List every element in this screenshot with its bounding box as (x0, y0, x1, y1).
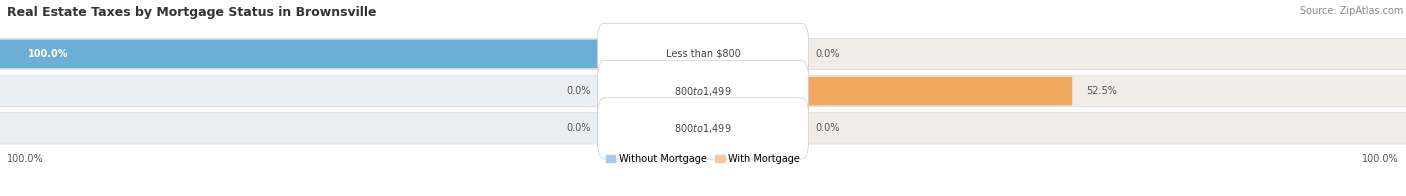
Text: 100.0%: 100.0% (28, 49, 69, 59)
Text: $800 to $1,499: $800 to $1,499 (675, 122, 731, 135)
Text: 0.0%: 0.0% (567, 123, 591, 133)
Text: 0.0%: 0.0% (815, 49, 839, 59)
Text: Less than $800: Less than $800 (665, 49, 741, 59)
Text: Source: ZipAtlas.com: Source: ZipAtlas.com (1299, 6, 1403, 16)
FancyBboxPatch shape (0, 40, 703, 68)
Text: 100.0%: 100.0% (1362, 154, 1399, 164)
Text: 0.0%: 0.0% (567, 86, 591, 96)
FancyBboxPatch shape (703, 38, 1406, 70)
Text: $800 to $1,499: $800 to $1,499 (675, 85, 731, 98)
FancyBboxPatch shape (598, 23, 808, 84)
FancyBboxPatch shape (0, 38, 703, 70)
FancyBboxPatch shape (703, 75, 1406, 107)
Text: Real Estate Taxes by Mortgage Status in Brownsville: Real Estate Taxes by Mortgage Status in … (7, 6, 377, 19)
FancyBboxPatch shape (598, 61, 808, 122)
Text: 52.5%: 52.5% (1087, 86, 1116, 96)
Text: 0.0%: 0.0% (815, 123, 839, 133)
FancyBboxPatch shape (598, 98, 808, 159)
FancyBboxPatch shape (0, 75, 703, 107)
FancyBboxPatch shape (703, 77, 1073, 105)
Text: 100.0%: 100.0% (7, 154, 44, 164)
Legend: Without Mortgage, With Mortgage: Without Mortgage, With Mortgage (602, 150, 804, 168)
FancyBboxPatch shape (703, 113, 1406, 144)
FancyBboxPatch shape (0, 113, 703, 144)
